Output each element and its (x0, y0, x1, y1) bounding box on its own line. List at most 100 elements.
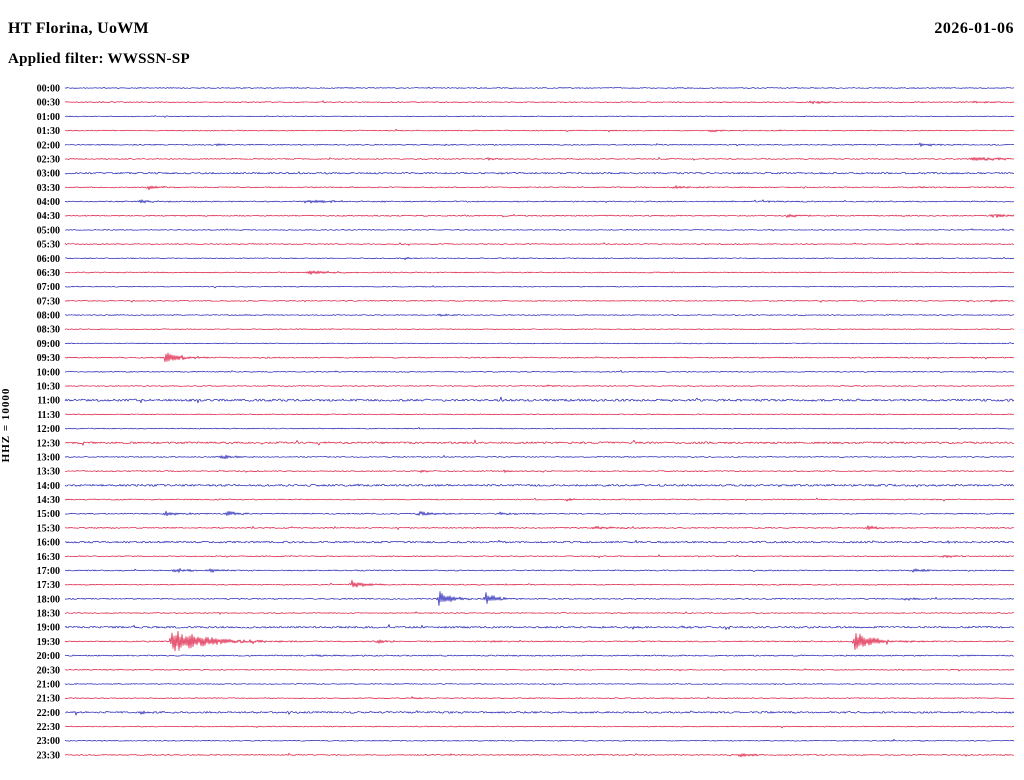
trace-row-1130 (64, 413, 1015, 416)
trace-row-0530 (64, 242, 1015, 246)
row-time-label: 21:00 (37, 679, 60, 690)
trace-row-2130 (64, 696, 1014, 700)
trace-row-1430 (64, 497, 1015, 502)
row-time-label: 01:00 (37, 112, 60, 123)
row-time-label: 20:30 (37, 665, 60, 676)
trace-row-0300 (64, 171, 1015, 175)
row-time-label: 19:00 (37, 623, 60, 634)
row-time-label: 10:00 (37, 367, 60, 378)
trace-row-2030 (64, 668, 1015, 672)
trace-row-2330 (64, 752, 1015, 758)
row-time-label: 05:00 (37, 225, 60, 236)
trace-row-0130 (64, 128, 1015, 133)
row-time-label: 07:00 (37, 282, 60, 293)
row-time-label: 03:00 (37, 169, 60, 180)
trace-row-1100 (64, 396, 1015, 404)
trace-row-0100 (64, 115, 1015, 118)
trace-row-1700 (64, 568, 1015, 573)
row-time-label: 08:30 (37, 325, 60, 336)
trace-row-0200 (64, 142, 1015, 147)
trace-row-1400 (64, 483, 1015, 488)
row-time-label: 18:00 (37, 594, 60, 605)
trace-row-0830 (64, 328, 1015, 330)
row-time-label: 17:00 (37, 566, 60, 577)
row-time-label: 00:00 (37, 84, 60, 95)
row-time-label: 04:30 (37, 211, 60, 222)
row-time-label: 02:00 (37, 140, 60, 151)
trace-row-1330 (64, 469, 1015, 473)
trace-row-0930 (64, 352, 1015, 363)
row-time-label: 22:00 (37, 708, 60, 719)
row-time-label: 21:30 (37, 694, 60, 705)
trace-row-1730 (64, 579, 1015, 588)
trace-row-0000 (64, 86, 1015, 89)
trace-row-2300 (64, 738, 1015, 742)
trace-row-1200 (64, 427, 1015, 430)
row-time-label: 16:30 (37, 552, 60, 563)
trace-row-0900 (64, 342, 1015, 345)
row-time-label: 11:30 (37, 410, 60, 421)
trace-row-0330 (64, 185, 1015, 191)
row-time-label: 14:30 (37, 495, 60, 506)
row-time-label: 06:00 (37, 254, 60, 265)
row-time-label: 09:30 (37, 353, 60, 364)
trace-row-0430 (64, 213, 1015, 218)
row-time-label: 02:30 (37, 154, 60, 165)
trace-row-1600 (64, 539, 1015, 544)
trace-row-0800 (64, 313, 1015, 317)
row-time-label: 06:30 (37, 268, 60, 279)
row-time-label: 15:30 (37, 523, 60, 534)
row-time-label: 09:00 (37, 339, 60, 350)
row-time-label: 23:00 (37, 736, 60, 747)
row-time-label: 01:30 (37, 126, 60, 137)
row-time-label: 18:30 (37, 609, 60, 620)
plot-date: 2026-01-06 (934, 20, 1014, 37)
trace-row-1630 (64, 554, 1015, 559)
row-time-label: 23:30 (37, 750, 60, 761)
row-time-label: 08:00 (37, 311, 60, 322)
applied-filter-label: Applied filter: WWSSN-SP (8, 51, 190, 67)
trace-row-0700 (64, 285, 1015, 289)
trace-row-0630 (64, 270, 1015, 275)
trace-row-0600 (64, 256, 1015, 261)
row-time-label: 04:00 (37, 197, 60, 208)
row-time-label: 00:30 (37, 98, 60, 109)
trace-row-0500 (64, 228, 1015, 232)
row-time-label: 22:30 (37, 722, 60, 733)
row-time-label: 07:30 (37, 296, 60, 307)
trace-row-1000 (64, 370, 1015, 373)
trace-row-2100 (64, 683, 1015, 686)
trace-row-2200 (64, 710, 1015, 716)
row-time-label: 16:00 (37, 538, 60, 549)
trace-row-1800 (64, 591, 1015, 606)
trace-row-1230 (64, 439, 1015, 446)
row-time-label: 17:30 (37, 580, 60, 591)
trace-row-0400 (64, 199, 1015, 204)
row-time-label: 05:30 (37, 240, 60, 251)
row-time-label: 10:30 (37, 381, 60, 392)
trace-row-1930 (64, 630, 1015, 652)
trace-row-1530 (64, 525, 1015, 531)
trace-row-1500 (64, 510, 1015, 517)
row-time-label: 13:00 (37, 452, 60, 463)
row-time-label: 12:30 (37, 438, 60, 449)
row-time-label: 19:30 (37, 637, 60, 648)
trace-row-1300 (64, 454, 1015, 460)
row-time-label: 13:30 (37, 467, 60, 478)
trace-row-1900 (64, 624, 1015, 630)
trace-row-2000 (64, 654, 1015, 657)
trace-row-0030 (64, 100, 1015, 105)
trace-row-2230 (64, 725, 1015, 729)
trace-row-0230 (64, 157, 1015, 161)
trace-row-1030 (64, 384, 1015, 388)
row-time-label: 11:00 (37, 396, 60, 407)
row-time-label: 14:00 (37, 481, 60, 492)
row-time-label: 15:00 (37, 509, 60, 520)
row-time-label: 03:30 (37, 183, 60, 194)
trace-row-0730 (64, 299, 1015, 303)
row-time-label: 12:00 (37, 424, 60, 435)
trace-row-1830 (64, 611, 1015, 615)
row-time-label: 20:00 (37, 651, 60, 662)
